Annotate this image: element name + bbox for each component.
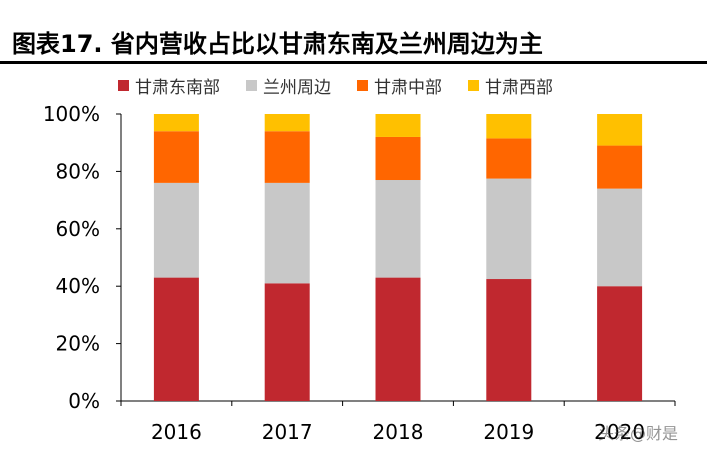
bar-2016-series-0	[153, 277, 199, 401]
y-tick-label-3: 60%	[56, 217, 100, 241]
y-tick-label-2: 40%	[56, 274, 100, 298]
y-tick-label-0: 0%	[68, 389, 100, 413]
bar-2017-series-3	[264, 114, 310, 132]
title-bar: 图表17. 省内营收占比以甘肃东南及兰州周边为主	[0, 0, 707, 64]
bar-2020-series-3	[597, 114, 643, 146]
legend: 甘肃东南部 兰州周边 甘肃中部 甘肃西部	[118, 73, 553, 98]
bar-2017-series-0	[264, 283, 310, 401]
legend-label-2: 甘肃中部	[374, 77, 442, 98]
legend-item-0: 甘肃东南部	[118, 73, 220, 98]
legend-swatch-3	[468, 79, 479, 91]
chart-title: 图表17. 省内营收占比以甘肃东南及兰州周边为主	[12, 30, 543, 58]
bar-2020-series-2	[597, 145, 643, 189]
x-tick-label-1: 2017	[262, 420, 313, 444]
bar-2019-series-0	[486, 279, 532, 401]
bar-2016-series-2	[153, 131, 199, 183]
x-tick-label-0: 2016	[151, 420, 202, 444]
legend-label-1: 兰州周边	[263, 77, 331, 98]
legend-swatch-0	[118, 79, 129, 91]
bar-2016-series-1	[153, 182, 199, 278]
y-tick-label-5: 100%	[43, 102, 100, 126]
y-tick-label-1: 20%	[56, 332, 100, 356]
x-tick-label-4: 2020	[594, 420, 645, 444]
bar-2019-series-1	[486, 178, 532, 280]
y-tick-label-4: 80%	[56, 159, 100, 183]
bar-2018-series-0	[375, 277, 421, 401]
legend-item-3: 甘肃西部	[468, 73, 553, 98]
x-tick-label-3: 2019	[483, 420, 534, 444]
bar-2019-series-2	[486, 138, 532, 179]
legend-item-2: 甘肃中部	[357, 73, 442, 98]
x-tick-label-2: 2018	[373, 420, 424, 444]
bar-2019-series-3	[486, 114, 532, 139]
bar-2018-series-1	[375, 180, 421, 278]
bar-2017-series-1	[264, 182, 310, 284]
legend-label-0: 甘肃东南部	[135, 77, 220, 98]
legend-label-3: 甘肃西部	[485, 77, 553, 98]
legend-swatch-2	[357, 79, 368, 91]
bar-2018-series-2	[375, 136, 421, 181]
bar-2018-series-3	[375, 114, 421, 137]
legend-swatch-1	[246, 79, 257, 91]
legend-item-1: 兰州周边	[246, 73, 331, 98]
bar-2020-series-0	[597, 286, 643, 401]
bar-2020-series-1	[597, 188, 643, 287]
bar-2016-series-3	[153, 114, 199, 132]
bar-2017-series-2	[264, 131, 310, 183]
watermark: 头条@财是	[598, 424, 679, 443]
